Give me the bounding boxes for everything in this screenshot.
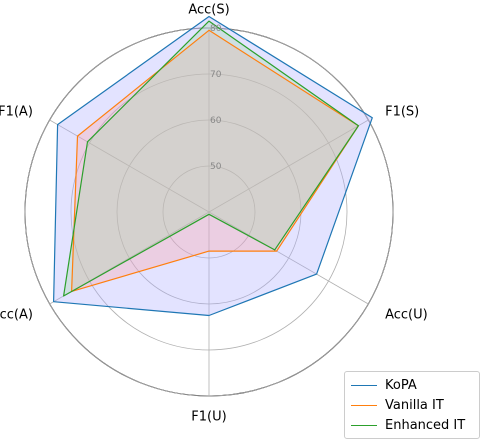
chart-legend: KoPA Vanilla IT Enhanced IT	[344, 371, 480, 439]
grid-spoke-5	[49, 119, 210, 213]
series-fill-enhanced-it	[63, 21, 359, 296]
series-line-enhanced-it	[62, 20, 359, 297]
axis-label-1: F1(S)	[385, 104, 419, 119]
tick-label-50: 50	[210, 162, 222, 172]
legend-item-enhanced-it: Enhanced IT	[351, 415, 473, 435]
legend-swatch-enhanced-it	[351, 424, 377, 426]
series-fill-vanilla-it	[71, 30, 359, 292]
legend-label-kopa: KoPA	[385, 377, 417, 393]
legend-swatch-vanilla-it	[351, 404, 377, 406]
series-line-kopa	[52, 15, 373, 317]
axis-label-0: Acc(S)	[188, 3, 229, 18]
grid-spoke-2	[208, 211, 369, 305]
legend-swatch-kopa	[351, 384, 377, 386]
axis-label-3: F1(U)	[191, 409, 226, 424]
legend-item-vanilla-it: Vanilla IT	[351, 395, 473, 415]
axis-label-4: Acc(A)	[0, 308, 33, 323]
tick-label-70: 70	[210, 70, 222, 80]
tick-label-80: 80	[210, 24, 222, 34]
grid-spoke-1	[208, 119, 369, 213]
legend-label-vanilla-it: Vanilla IT	[385, 397, 444, 413]
legend-item-kopa: KoPA	[351, 375, 473, 395]
axis-label-5: F1(A)	[0, 104, 33, 119]
tick-label-60: 60	[210, 116, 222, 126]
legend-label-enhanced-it: Enhanced IT	[385, 417, 466, 433]
axis-label-2: Acc(U)	[385, 308, 428, 323]
